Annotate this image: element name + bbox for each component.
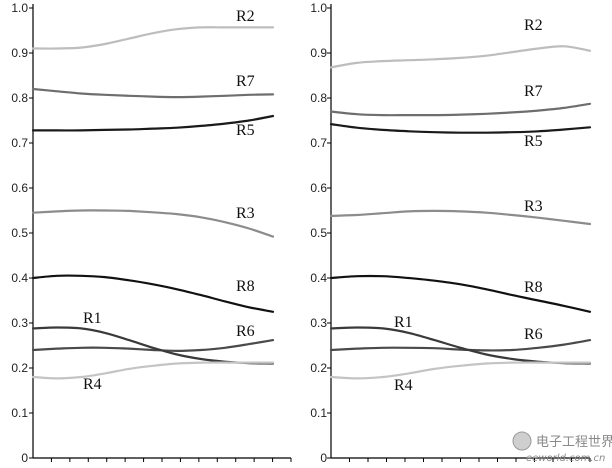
series-label-r6: R6 xyxy=(524,326,543,343)
y-tick-label: 0.1 xyxy=(11,406,28,420)
series-label-r8: R8 xyxy=(236,278,255,295)
y-tick-label: 0.8 xyxy=(11,91,28,105)
series-label-r5: R5 xyxy=(524,133,543,150)
y-tick-label: 0.2 xyxy=(11,361,28,375)
series-line-r3 xyxy=(31,209,275,238)
watermark-brand: 电子工程世界 xyxy=(536,435,612,450)
y-tick-label: 0.8 xyxy=(310,91,327,105)
series-label-r2: R2 xyxy=(524,17,543,34)
y-tick-label: 0.4 xyxy=(310,271,327,285)
y-tick-label: 0.5 xyxy=(310,226,327,240)
watermark-logo: 电子工程世界 eeworld.com.cn xyxy=(512,431,612,464)
y-tick-label: 0.6 xyxy=(310,181,327,195)
y-tick-label: 0.1 xyxy=(310,406,327,420)
y-tick-label: 0 xyxy=(320,451,327,465)
series-line-r3 xyxy=(329,209,592,226)
y-tick-label: 0.2 xyxy=(310,361,327,375)
series-line-r2 xyxy=(31,26,275,50)
series-line-r6 xyxy=(31,339,275,353)
chart-panel-right: 0 0.1 0.2 0.3 0.4 0.5 0.6 0.7 0.8 0.9 1.0 R2 R7 R5 R3 R… xyxy=(310,1,592,465)
watermark-emblem-icon xyxy=(512,431,532,451)
series-label-r1: R1 xyxy=(83,310,102,327)
y-tick-label: 0.9 xyxy=(310,46,327,60)
series-label-r8: R8 xyxy=(524,279,543,296)
series-label-r4: R4 xyxy=(394,377,413,394)
series-line-r5 xyxy=(329,123,592,134)
watermark-site: eeworld.com.cn xyxy=(526,453,605,464)
series-label-r4: R4 xyxy=(83,376,102,393)
series-line-r7 xyxy=(329,102,592,117)
series-line-r5 xyxy=(31,114,275,132)
y-tick-label: 0.7 xyxy=(310,136,327,150)
y-tick-label: 0.3 xyxy=(310,316,327,330)
y-tick-label: 0.7 xyxy=(11,136,28,150)
series-label-r3: R3 xyxy=(236,205,255,222)
series-line-r8 xyxy=(31,274,275,313)
series-label-r6: R6 xyxy=(236,323,255,340)
y-tick-label: 1.0 xyxy=(11,1,28,15)
y-tick-label: 0.6 xyxy=(11,181,28,195)
series-line-r2 xyxy=(329,45,592,69)
chart-panel-left: 0 0.1 0.2 0.3 0.4 0.5 0.6 0.7 0.8 0.9 1.0 R2 R7 R5 R3 R… xyxy=(11,1,292,465)
series-label-r3: R3 xyxy=(524,198,543,215)
series-label-r7: R7 xyxy=(236,73,255,90)
series-label-r7: R7 xyxy=(524,83,543,100)
y-tick-label: 1.0 xyxy=(310,1,327,15)
series-label-r5: R5 xyxy=(236,122,255,139)
series-line-r4 xyxy=(31,361,275,380)
series-line-r8 xyxy=(329,274,592,313)
series-line-r7 xyxy=(31,87,275,99)
y-tick-label: 0 xyxy=(21,451,28,465)
y-tick-label: 0.4 xyxy=(11,271,28,285)
series-line-r4 xyxy=(329,361,592,380)
y-tick-label: 0.3 xyxy=(11,316,28,330)
y-tick-label: 0.5 xyxy=(11,226,28,240)
series-label-r2: R2 xyxy=(236,8,255,25)
series-line-r6 xyxy=(329,339,592,352)
y-tick-label: 0.9 xyxy=(11,46,28,60)
series-label-r1: R1 xyxy=(394,314,413,331)
